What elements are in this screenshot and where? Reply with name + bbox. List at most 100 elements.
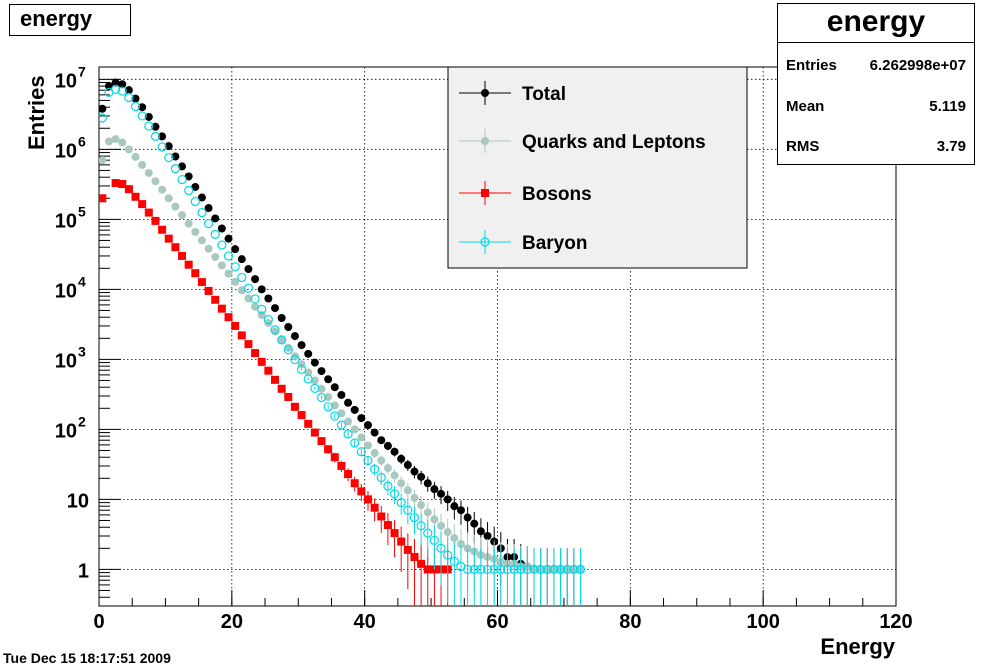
data-point [403, 505, 413, 515]
legend: Total Quarks and Leptons Bosons Baryon [447, 66, 748, 269]
legend-item-total: Total [459, 81, 566, 105]
data-point [336, 420, 347, 430]
data-point [316, 392, 327, 403]
histogram-title-box: energy [9, 4, 131, 36]
data-point [376, 472, 386, 483]
data-point [237, 272, 247, 283]
data-point [197, 278, 206, 287]
data-point [99, 156, 107, 165]
data-point [437, 521, 446, 530]
data-point [217, 224, 226, 233]
y-tick-label: 10 5 [55, 203, 86, 232]
data-point [151, 122, 160, 131]
data-point [324, 393, 333, 402]
data-point [191, 269, 200, 278]
data-point [244, 340, 253, 349]
stats-rms-value: 3.79 [936, 138, 966, 155]
data-point [330, 453, 339, 462]
data-point [350, 425, 359, 434]
data-point [410, 493, 419, 502]
data-point [403, 486, 412, 495]
data-point [423, 479, 432, 488]
data-point [390, 447, 399, 456]
data-point [150, 131, 161, 142]
data-point [231, 277, 240, 286]
data-point [111, 84, 121, 94]
data-point [370, 428, 379, 437]
data-point [390, 471, 399, 480]
data-point [250, 294, 260, 304]
data-point [138, 103, 147, 112]
data-point [337, 409, 346, 418]
data-point [555, 564, 566, 574]
data-point [184, 219, 193, 228]
data-point [178, 162, 187, 171]
data-point [230, 262, 240, 272]
data-point [178, 211, 187, 220]
data-point [575, 564, 586, 574]
data-point [417, 559, 426, 568]
data-point [111, 179, 120, 188]
data-point [303, 374, 313, 384]
legend-marker [481, 137, 489, 145]
data-point [191, 182, 200, 191]
data-point [350, 438, 360, 448]
y-tick-label: 1 [78, 560, 89, 582]
data-point [423, 528, 433, 538]
data-point [270, 325, 280, 335]
x-axis-label: Energy [820, 634, 895, 659]
data-point [243, 283, 254, 293]
data-point [111, 78, 120, 87]
data-point [450, 534, 459, 543]
data-point [184, 260, 193, 269]
data-point [296, 364, 307, 374]
data-point [118, 138, 127, 147]
data-point [138, 160, 147, 169]
data-point [171, 152, 180, 161]
data-point [203, 218, 214, 229]
data-point [197, 236, 206, 245]
data-point [210, 229, 220, 239]
data-point [317, 437, 326, 446]
data-point [363, 421, 372, 430]
data-point [489, 564, 499, 574]
data-point [251, 275, 260, 284]
data-point [244, 294, 253, 303]
x-tick-label: 120 [879, 611, 912, 633]
data-point [417, 472, 426, 481]
data-point [231, 321, 240, 330]
data-point [117, 86, 127, 96]
data-point [410, 553, 419, 562]
data-point [257, 285, 266, 294]
data-point [277, 313, 286, 322]
data-point [310, 376, 319, 385]
data-point [569, 564, 579, 574]
data-point [509, 564, 519, 574]
data-point [469, 564, 479, 574]
data-point [304, 419, 313, 428]
data-point [144, 121, 154, 131]
data-point [223, 251, 234, 261]
y-tick-exponent: 3 [78, 343, 86, 359]
data-point [277, 384, 286, 393]
data-point [423, 565, 432, 574]
data-point [290, 402, 299, 411]
data-point [436, 543, 446, 553]
data-point [344, 417, 353, 426]
legend-marker [481, 189, 489, 197]
data-point [323, 402, 333, 412]
legend-marker [480, 237, 490, 247]
data-point [463, 564, 473, 574]
data-point [237, 286, 246, 295]
data-point [264, 294, 273, 303]
data-point [409, 512, 420, 523]
data-point [124, 145, 133, 154]
y-tick-label: 10 7 [55, 63, 86, 92]
data-point [450, 502, 459, 511]
data-point [403, 460, 412, 469]
data-point [383, 481, 393, 491]
data-point [191, 227, 200, 236]
data-point [356, 447, 366, 457]
x-tick-label: 60 [486, 611, 508, 633]
data-point [390, 529, 399, 538]
